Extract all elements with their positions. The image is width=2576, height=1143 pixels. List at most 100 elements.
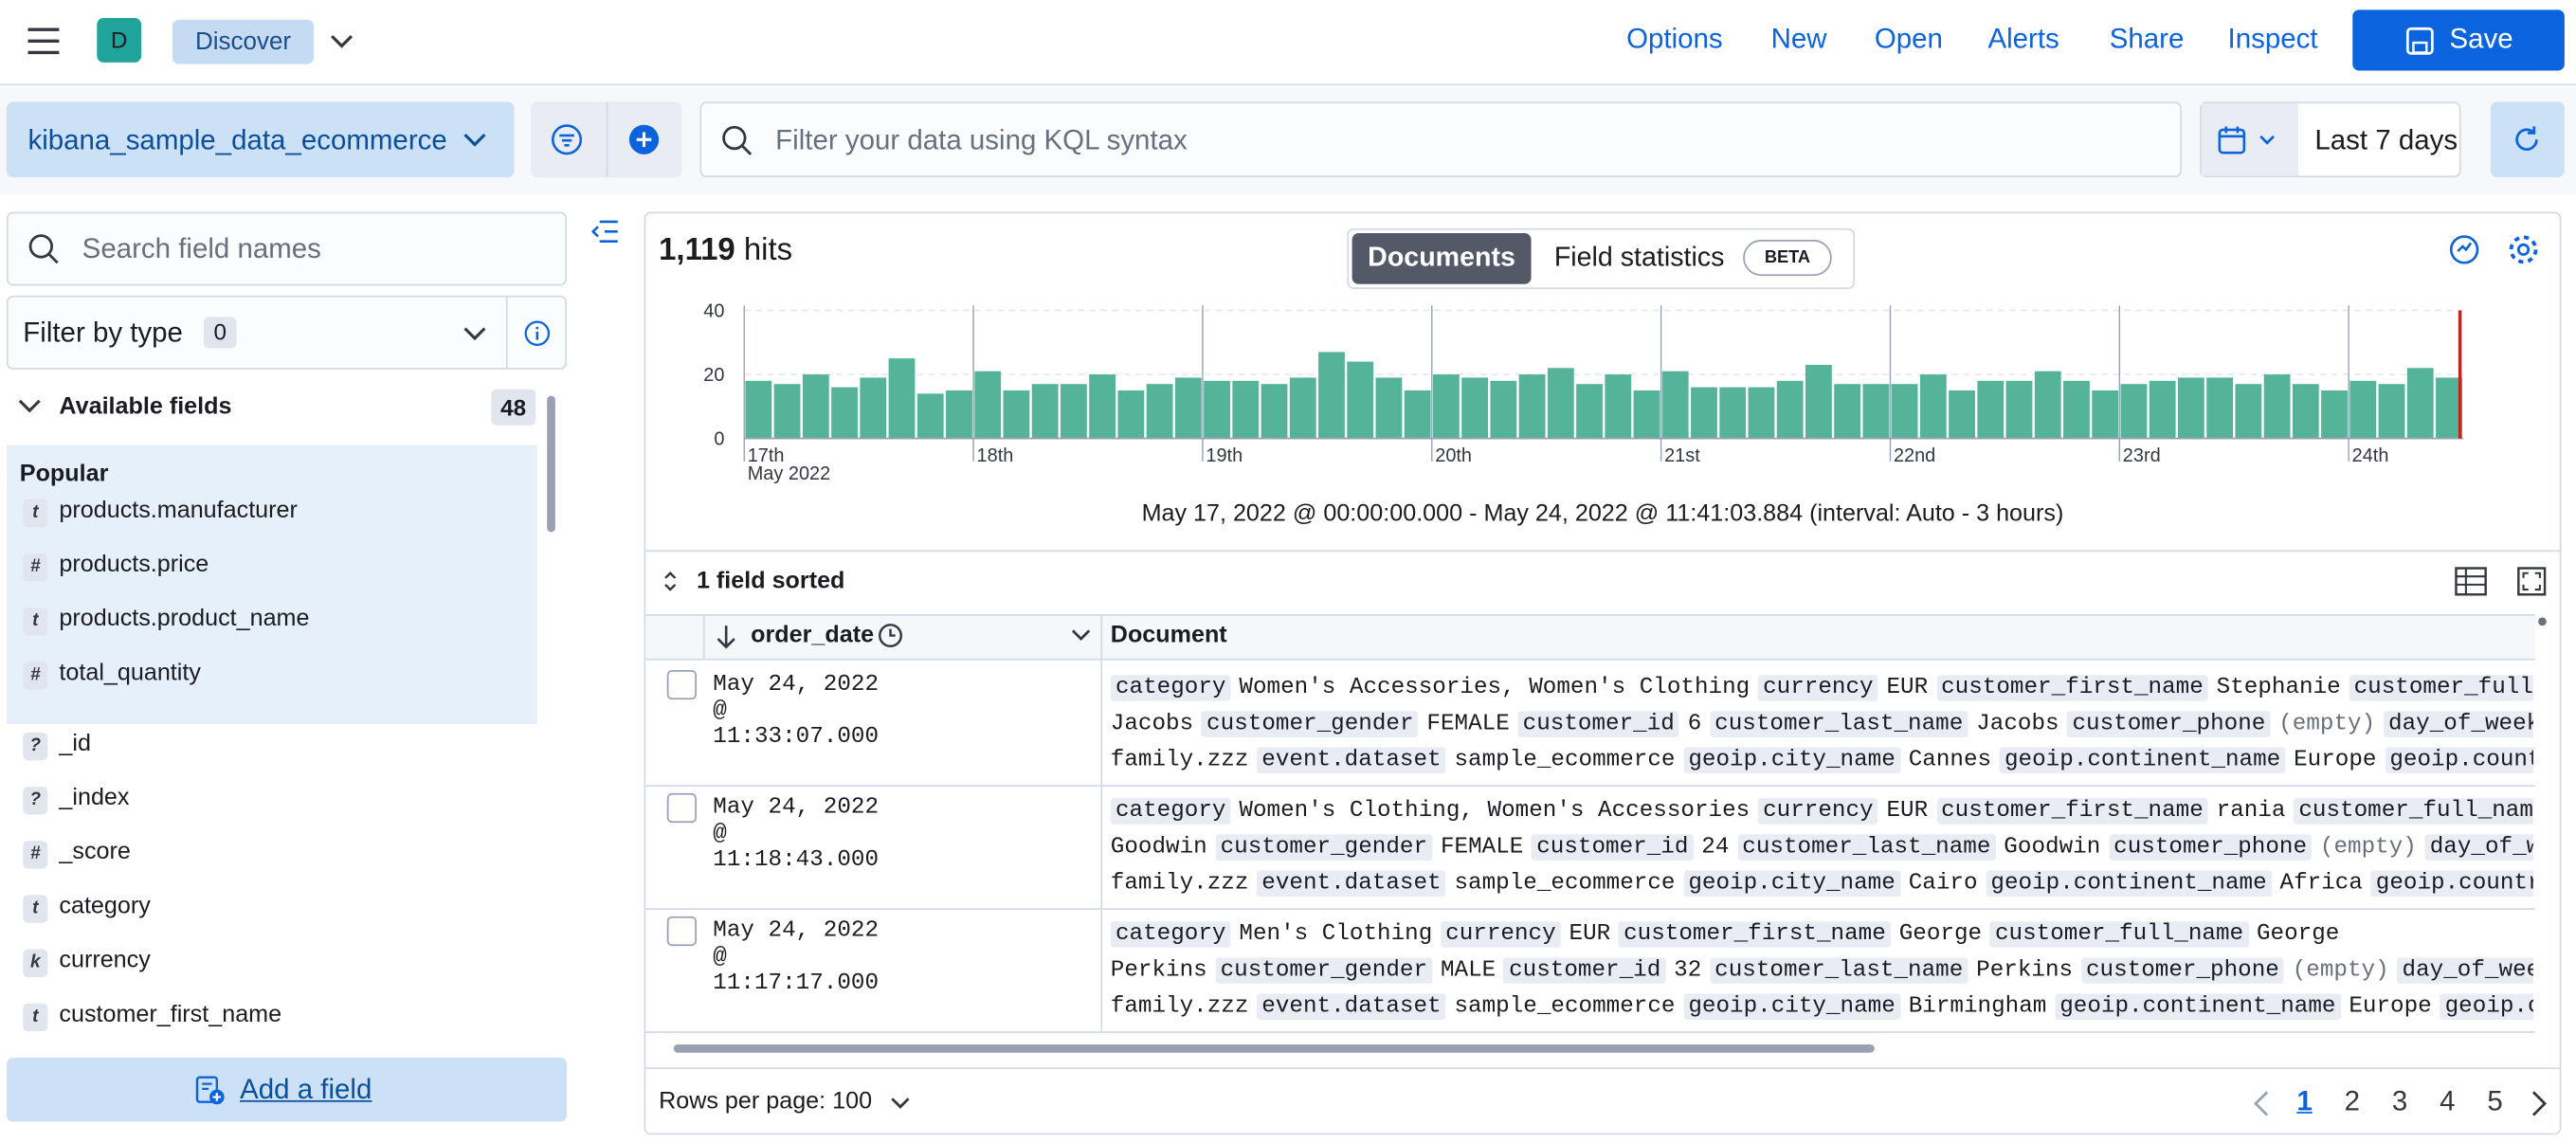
h-scrollbar[interactable] (673, 1044, 1875, 1053)
field-name[interactable]: products.product_name (59, 606, 310, 633)
bar[interactable] (2034, 371, 2061, 439)
bar[interactable] (1146, 384, 1173, 439)
header-link[interactable]: New (1770, 23, 1827, 55)
bar[interactable] (2349, 380, 2377, 439)
bar[interactable] (2063, 380, 2090, 439)
bar[interactable] (1891, 384, 1918, 439)
type-filter[interactable]: Filter by type 0 (6, 295, 568, 370)
bar[interactable] (1432, 374, 1460, 439)
scrollbar[interactable] (547, 395, 555, 533)
chevron[interactable] (329, 27, 355, 50)
bar[interactable] (1805, 364, 1832, 439)
bar[interactable] (2005, 380, 2033, 439)
bar[interactable] (2235, 384, 2262, 439)
bar[interactable] (1117, 390, 1145, 439)
next-page[interactable] (2530, 1089, 2549, 1118)
bar[interactable] (1060, 384, 1087, 439)
query-input[interactable]: Filter your data using KQL syntax (699, 101, 2182, 178)
bar[interactable] (946, 390, 972, 439)
bar[interactable] (974, 371, 1002, 439)
info-icon[interactable] (524, 320, 551, 347)
menu-icon[interactable] (27, 25, 63, 58)
settings-icon[interactable] (2507, 233, 2540, 266)
bar[interactable] (1375, 377, 1403, 439)
bar[interactable] (860, 377, 887, 439)
bar[interactable] (773, 384, 801, 439)
chevron[interactable] (889, 1096, 912, 1112)
rows-per-page[interactable]: Rows per page: 100 (659, 1088, 873, 1116)
page-link[interactable]: 3 (2391, 1085, 2408, 1117)
field-search[interactable]: Search field names (6, 211, 568, 286)
suggestions-icon[interactable] (2448, 233, 2481, 266)
bar[interactable] (1461, 377, 1489, 439)
fullscreen-icon[interactable] (2517, 567, 2547, 596)
bar[interactable] (1261, 384, 1288, 439)
bar[interactable] (1404, 390, 1431, 439)
documents-tab[interactable]: Documents (1351, 233, 1532, 284)
density-icon[interactable] (2455, 567, 2488, 596)
add-field-button[interactable]: Add a field (6, 1057, 568, 1122)
page-link[interactable]: 4 (2440, 1085, 2456, 1117)
bar[interactable] (2436, 377, 2462, 439)
bar[interactable] (2292, 384, 2319, 439)
row-checkbox[interactable] (666, 916, 697, 947)
bar[interactable] (745, 380, 772, 439)
bar[interactable] (1089, 374, 1116, 439)
save-button[interactable]: Save (2352, 9, 2565, 71)
bar[interactable] (1605, 374, 1632, 439)
bar[interactable] (2406, 368, 2434, 439)
bar[interactable] (888, 358, 916, 439)
bar[interactable] (1232, 380, 1260, 439)
header-link[interactable]: Alerts (1987, 23, 2059, 55)
bar[interactable] (802, 374, 829, 439)
sort-icon[interactable] (661, 569, 680, 595)
bar[interactable] (1776, 380, 1804, 439)
bar[interactable] (1003, 390, 1030, 439)
scrollbar[interactable] (2538, 617, 2547, 626)
bar[interactable] (1289, 377, 1316, 439)
field-name[interactable]: products.price (59, 552, 209, 578)
bar[interactable] (1691, 387, 1717, 439)
bar[interactable] (2206, 377, 2234, 439)
bar[interactable] (1518, 374, 1546, 439)
bar[interactable] (1031, 384, 1059, 439)
bar[interactable] (1719, 387, 1747, 439)
bar[interactable] (1748, 387, 1775, 439)
refresh-button[interactable] (2490, 101, 2565, 178)
filter-icon[interactable] (551, 123, 584, 156)
index-pattern-button[interactable]: kibana_sample_data_ecommerce (6, 101, 515, 178)
bar[interactable] (2092, 390, 2119, 439)
page-link[interactable]: 2 (2344, 1085, 2361, 1117)
date-quick-menu[interactable] (2201, 103, 2299, 176)
header-link[interactable]: Options (1626, 23, 1723, 55)
page-link[interactable]: 1 (2296, 1085, 2313, 1117)
header-link[interactable]: Open (1874, 23, 1943, 55)
field-name[interactable]: currency (59, 947, 151, 974)
field-name[interactable]: category (59, 893, 151, 920)
bar[interactable] (1490, 380, 1517, 439)
column-header[interactable]: order_date (751, 622, 875, 649)
bar[interactable] (831, 387, 858, 439)
bar[interactable] (1347, 361, 1374, 439)
bar[interactable] (2177, 377, 2204, 439)
page-link[interactable]: 5 (2487, 1085, 2503, 1117)
bar[interactable] (1174, 377, 1202, 439)
space-avatar[interactable]: D (97, 18, 142, 63)
bar[interactable] (1633, 390, 1660, 439)
bar[interactable] (1547, 368, 1574, 439)
header-link[interactable]: Share (2109, 23, 2185, 55)
header-link[interactable]: Inspect (2227, 23, 2318, 55)
field-name[interactable]: total_quantity (59, 660, 201, 687)
bar[interactable] (2263, 374, 2291, 439)
row-checkbox[interactable] (666, 792, 697, 824)
row-checkbox[interactable] (666, 669, 697, 700)
collapse-sidebar-icon[interactable] (590, 218, 619, 245)
app-badge[interactable]: Discover (172, 19, 315, 64)
bar[interactable] (2120, 384, 2148, 439)
bar[interactable] (1977, 380, 2005, 439)
date-picker[interactable]: Last 7 days (2200, 101, 2461, 178)
sort-desc-icon[interactable] (715, 624, 737, 650)
add-filter-icon[interactable] (627, 123, 661, 156)
bar[interactable] (2378, 384, 2405, 439)
bar[interactable] (1661, 371, 1689, 439)
